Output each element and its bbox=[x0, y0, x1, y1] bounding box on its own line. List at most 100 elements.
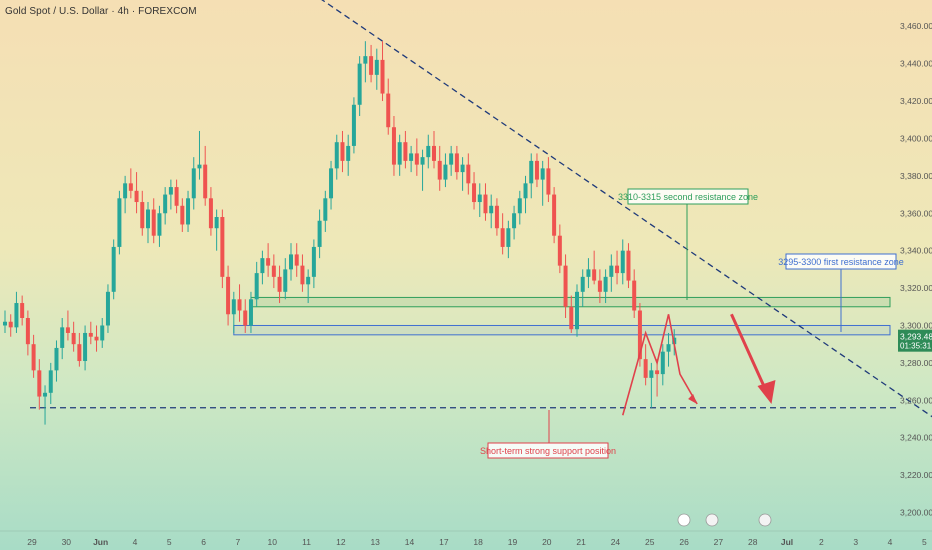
first-resistance-zone bbox=[233, 324, 891, 336]
us-flag-event-icon bbox=[705, 513, 719, 527]
candle bbox=[3, 310, 7, 333]
bearish-arrowhead bbox=[757, 380, 776, 405]
candle-body bbox=[123, 183, 128, 199]
x-tick-label: 25 bbox=[645, 537, 655, 547]
candle-body bbox=[54, 347, 59, 371]
candle bbox=[569, 295, 574, 333]
projection-path bbox=[621, 314, 698, 416]
annotation-label: 3310-3315 second resistance zone bbox=[618, 188, 758, 300]
candle-body bbox=[569, 306, 574, 330]
candle-body bbox=[88, 332, 93, 337]
y-tick-label: 3,260.00 bbox=[900, 395, 932, 405]
candle bbox=[351, 97, 356, 154]
candle-body bbox=[31, 344, 36, 371]
candle bbox=[494, 198, 499, 236]
candle bbox=[254, 261, 259, 307]
x-tick-label: 7 bbox=[236, 537, 241, 547]
candle-body bbox=[517, 198, 522, 214]
candle-body bbox=[157, 213, 162, 236]
candle bbox=[472, 172, 477, 210]
candle bbox=[340, 130, 345, 173]
candle-body bbox=[105, 291, 110, 326]
chart-header-title: Gold Spot / U.S. Dollar · 4h · FOREXCOM bbox=[5, 6, 197, 17]
candle bbox=[231, 291, 236, 333]
candle-body bbox=[340, 142, 345, 161]
candle-body bbox=[300, 265, 305, 285]
candle bbox=[454, 145, 459, 180]
candle-body bbox=[637, 310, 642, 360]
x-axis: 29 30 Jun 4 5 6 7 10 11 12 13 14 17 18 19 20 21 24 25 26 27 2… bbox=[0, 530, 932, 547]
candle bbox=[294, 243, 299, 277]
candle-body bbox=[557, 235, 562, 266]
candle bbox=[300, 254, 305, 292]
annotation-label: 3295-3300 first resistance zone bbox=[778, 253, 904, 332]
candle-body bbox=[231, 299, 236, 315]
x-tick-label: 28 bbox=[748, 537, 758, 547]
candle bbox=[523, 175, 528, 214]
candle bbox=[557, 224, 562, 274]
candle-body bbox=[506, 228, 511, 247]
candle bbox=[14, 291, 19, 333]
candle-body bbox=[586, 269, 591, 277]
candle bbox=[632, 269, 637, 318]
candle bbox=[77, 332, 82, 367]
candle bbox=[174, 179, 179, 214]
candle-body bbox=[534, 160, 539, 180]
candle bbox=[117, 190, 122, 255]
candle bbox=[466, 153, 471, 195]
candle-body bbox=[386, 93, 391, 128]
candle bbox=[620, 239, 625, 285]
candle bbox=[534, 153, 539, 188]
candle bbox=[420, 149, 425, 191]
candle bbox=[403, 130, 408, 169]
candle-body bbox=[397, 142, 402, 165]
x-tick-label: 24 bbox=[611, 537, 621, 547]
bearish-arrow-shaft bbox=[730, 313, 769, 395]
candle bbox=[25, 310, 30, 356]
candle-body bbox=[180, 205, 185, 225]
candle bbox=[414, 138, 419, 176]
candle-body bbox=[443, 164, 448, 180]
candle-body bbox=[83, 332, 88, 362]
annotation-text: 3295-3300 first resistance zone bbox=[778, 257, 904, 267]
candle-body bbox=[317, 220, 322, 247]
candle-body bbox=[191, 168, 196, 199]
candle bbox=[397, 134, 402, 176]
y-tick-label: 3,400.00 bbox=[900, 133, 932, 143]
x-tick-label: 17 bbox=[439, 537, 449, 547]
candle bbox=[203, 145, 208, 206]
candle bbox=[208, 187, 213, 236]
candle-body bbox=[374, 59, 379, 75]
annotation-box bbox=[785, 253, 897, 270]
candle-body bbox=[294, 254, 299, 266]
candle bbox=[128, 168, 133, 199]
annotation-box bbox=[627, 188, 749, 205]
candle bbox=[660, 344, 665, 386]
x-tick-label: 18 bbox=[473, 537, 483, 547]
candle bbox=[437, 145, 442, 191]
candle bbox=[597, 269, 602, 304]
candle bbox=[277, 265, 282, 304]
candle-body bbox=[237, 299, 242, 311]
candle-body bbox=[466, 164, 471, 184]
candle-body bbox=[563, 265, 568, 307]
candle bbox=[409, 145, 414, 173]
candle bbox=[317, 209, 322, 259]
x-tick-label: 21 bbox=[576, 537, 586, 547]
candle-body bbox=[552, 194, 557, 236]
candle-body bbox=[426, 145, 431, 158]
candle-body bbox=[8, 321, 13, 328]
candle bbox=[20, 295, 25, 326]
candle-body bbox=[220, 217, 225, 277]
candle-body bbox=[603, 276, 608, 292]
candle-body bbox=[432, 145, 436, 161]
candle-body bbox=[306, 276, 311, 285]
x-tick-label: 4 bbox=[133, 537, 138, 547]
candle bbox=[271, 254, 276, 289]
candle-body bbox=[208, 198, 213, 229]
candle-body bbox=[369, 56, 374, 75]
y-tick-label: 3,340.00 bbox=[900, 246, 932, 256]
candle-body bbox=[437, 160, 442, 180]
